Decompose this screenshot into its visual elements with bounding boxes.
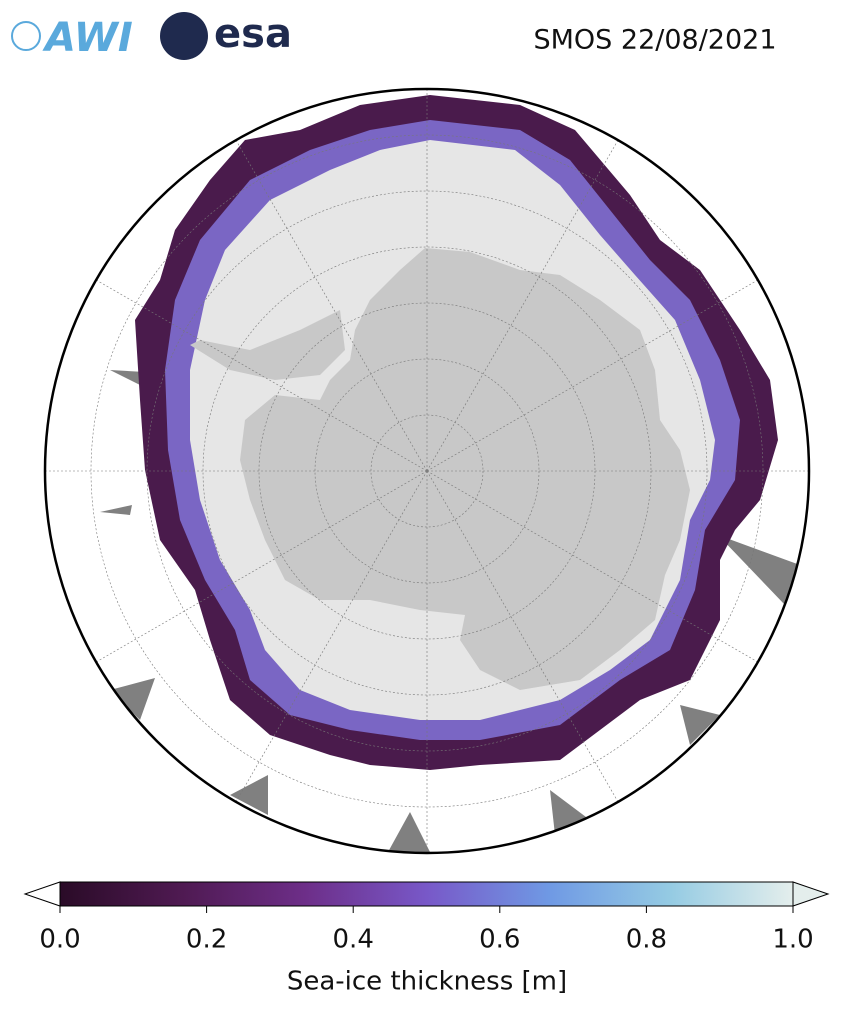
colorbar-tick-label: 1.0 (772, 925, 813, 955)
colorbar-tick-label: 0.8 (626, 925, 667, 955)
title: SMOS 22/08/2021 (533, 25, 776, 56)
awi-logo-icon (11, 21, 41, 51)
colorbar-tick-label: 0.4 (333, 925, 374, 955)
colorbar-tick-label: 0.0 (39, 925, 80, 955)
colorbar: 0.0 0.2 0.4 0.6 0.8 1.0 (23, 881, 830, 955)
colorbar-label: Sea-ice thickness [m] (287, 967, 567, 997)
esa-logo-icon (160, 12, 208, 60)
colorbar-gradient (59, 881, 794, 907)
graticule (45, 89, 809, 853)
awi-logo: AWI (42, 15, 133, 61)
colorbar-tick-label: 0.6 (479, 925, 520, 955)
esa-logo: esa (214, 11, 292, 57)
map-frame (43, 87, 811, 855)
colorbar-tick-label: 0.2 (186, 925, 227, 955)
map (45, 89, 809, 853)
logos: AWI esa (11, 11, 292, 61)
